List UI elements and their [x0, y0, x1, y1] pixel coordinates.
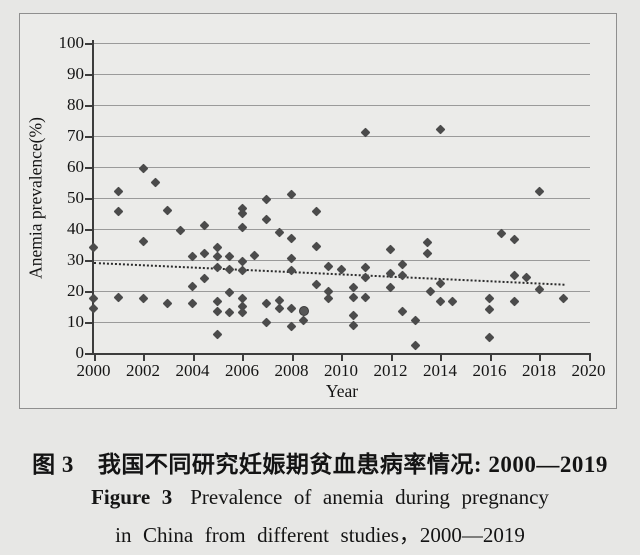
h-gridline	[92, 167, 590, 168]
y-tick	[85, 105, 92, 107]
x-tick-label: 2016	[472, 361, 507, 380]
y-axis-line	[92, 40, 94, 355]
h-gridline	[92, 260, 590, 261]
caption-chinese: 图 3 我国不同研究妊娠期贫血患病率情况: 2000—2019	[0, 445, 640, 479]
x-axis-line	[91, 353, 591, 355]
y-tick-label: 30	[67, 250, 84, 269]
y-tick-label: 0	[75, 343, 85, 362]
y-tick	[85, 229, 92, 231]
x-tick	[390, 355, 393, 361]
y-tick-label: 80	[67, 95, 84, 114]
x-tick	[143, 355, 145, 361]
data-point-circle	[298, 306, 309, 317]
y-tick	[85, 136, 92, 138]
x-tick	[242, 355, 244, 361]
x-tick-label: 2018	[522, 361, 556, 380]
x-tick	[539, 355, 541, 361]
h-gridline	[92, 229, 590, 230]
y-tick	[85, 322, 92, 324]
x-tick-label: 2010	[324, 361, 358, 380]
y-axis-title: Anemia prevalence(%)	[25, 117, 46, 279]
y-tick-label: 90	[67, 64, 84, 83]
y-tick	[85, 260, 92, 262]
caption-english-line1: Figure 3 Prevalence of anemia during preg…	[0, 485, 640, 510]
h-gridline	[92, 291, 590, 292]
caption-chinese-label: 图 3	[32, 452, 74, 477]
y-tick	[85, 353, 92, 355]
x-tick-label: 2014	[423, 361, 457, 380]
x-tick	[291, 355, 294, 361]
x-tick	[192, 355, 195, 361]
y-tick-label: 60	[67, 157, 84, 176]
x-tick	[489, 355, 492, 361]
h-gridline	[92, 322, 590, 323]
x-tick-label: 2004	[175, 361, 210, 380]
caption-english-label: Figure 3	[91, 485, 173, 509]
x-tick-label: 2012	[373, 361, 408, 380]
h-gridline	[92, 136, 590, 137]
h-gridline	[92, 105, 590, 106]
h-gridline	[92, 43, 590, 44]
caption-english-text: Prevalence of anemia during pregnancy	[190, 485, 549, 509]
x-tick	[588, 355, 591, 361]
y-tick-label: 20	[67, 281, 84, 300]
x-tick	[93, 355, 96, 361]
h-gridline	[92, 198, 590, 199]
caption-english-line2: in China from different studies，2000—201…	[115, 523, 525, 547]
x-tick-label: 2006	[225, 361, 259, 380]
x-tick-label: 2008	[274, 361, 309, 380]
y-tick	[85, 43, 92, 45]
y-tick	[85, 198, 92, 200]
h-gridline	[92, 74, 590, 75]
x-tick-label: 2020	[571, 361, 606, 380]
caption-chinese-text: 我国不同研究妊娠期贫血患病率情况: 2000—2019	[97, 452, 608, 477]
x-tick-label: 2000	[76, 361, 111, 380]
y-tick-label: 40	[67, 219, 84, 238]
x-tick-label: 2002	[126, 361, 160, 380]
y-tick	[85, 167, 92, 169]
y-tick-label: 50	[67, 188, 84, 207]
x-axis-title: Year	[325, 381, 359, 401]
x-tick	[341, 355, 343, 361]
x-tick	[440, 355, 442, 361]
y-tick	[85, 291, 92, 293]
y-tick-label: 70	[67, 126, 84, 145]
y-tick	[85, 74, 92, 76]
y-tick-label: 100	[58, 33, 85, 52]
y-tick-label: 10	[67, 312, 84, 331]
